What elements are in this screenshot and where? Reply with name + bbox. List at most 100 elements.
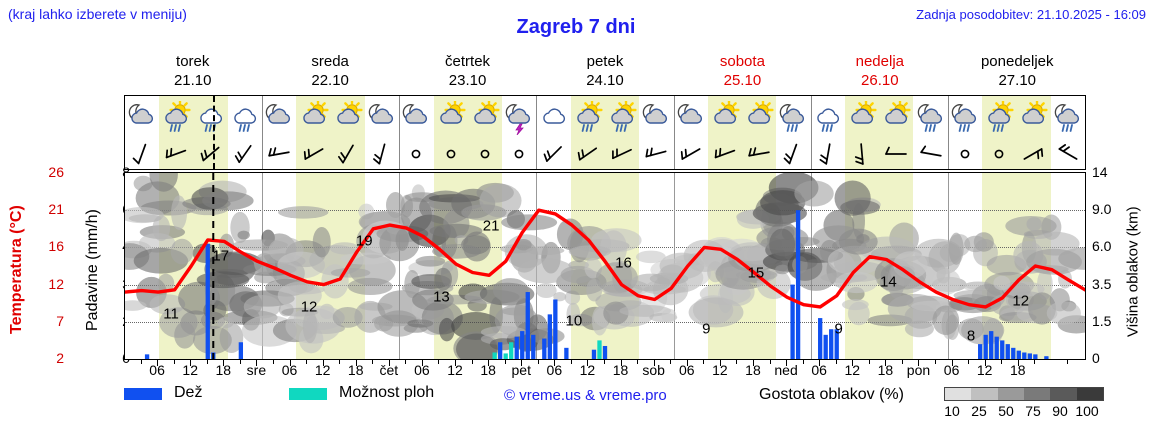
cloud-blob [795, 259, 837, 291]
weather-icon-night-cloudy [399, 98, 433, 138]
page-title: Zagreb 7 dni [516, 16, 636, 38]
temperature-tick-4: 7 [56, 312, 64, 329]
x-minor-tick [901, 360, 903, 364]
wind-barb [502, 140, 536, 168]
day-header-sreda: sreda 22.10 [261, 52, 398, 92]
wind-barb [605, 140, 639, 168]
x-tick [554, 360, 556, 366]
cloud-blob [278, 206, 329, 219]
cloud-density-step-50 [997, 388, 1024, 400]
weather-icon-sun-cloud-rain [159, 98, 193, 138]
weather-icon-sun-cloud [331, 98, 365, 138]
cloud-blob [219, 233, 235, 258]
cloud-density-legend-label: Gostota oblakov (%) [759, 386, 904, 403]
day-gridline [399, 173, 401, 359]
x-axis-ticks [124, 360, 1086, 370]
cloud-blob [330, 267, 371, 278]
wind-barb [1051, 140, 1085, 168]
wind-barb [948, 140, 982, 168]
x-tick [918, 360, 920, 366]
temperature-tick-5: 2 [56, 350, 64, 366]
day-name: nedelja [855, 53, 905, 70]
copyright-link[interactable]: © vreme.us & vreme.pro [504, 387, 667, 404]
x-minor-tick [537, 360, 539, 364]
weather-icon-sun-cloud-rain [605, 98, 639, 138]
precipitation-bar-rain [514, 336, 519, 359]
cloud-blob [125, 300, 147, 311]
showers-legend-label: Možnost ploh [339, 384, 435, 401]
precipitation-bar-rain [1022, 352, 1027, 359]
precipitation-bar-rain [978, 344, 983, 359]
x-tick [355, 360, 357, 366]
x-tick [852, 360, 854, 366]
cloud-blob [661, 308, 677, 323]
precipitation-bar-rain [498, 342, 503, 359]
cloud-blob [603, 301, 629, 325]
precipitation-bar-showers [492, 352, 497, 359]
temperature-label: 8 [966, 327, 976, 345]
precipitation-bar-rain [1027, 353, 1032, 359]
x-minor-tick [1001, 360, 1003, 364]
day-date: 26.10 [861, 72, 899, 89]
precipitation-bar-rain [795, 210, 801, 359]
temperature-label: 15 [747, 264, 765, 282]
wind-barb [536, 140, 570, 168]
cloud-blob [174, 321, 196, 349]
temperature-tick-2: 16 [48, 238, 64, 255]
cloud-blob [760, 190, 806, 216]
weather-icon-night-cloud-rain [948, 98, 982, 138]
precipitation-bar-rain [547, 314, 552, 359]
cloud-blob [619, 304, 672, 317]
x-tick [620, 360, 622, 366]
day-name: petek [586, 53, 624, 70]
day-date: 23.10 [448, 72, 487, 89]
x-tick [653, 360, 655, 366]
day-name: sobota [719, 53, 765, 70]
weather-icon-night-cloudy [365, 98, 399, 138]
cloud-blob [730, 242, 774, 262]
precipitation-bar-rain [564, 347, 569, 359]
x-minor-tick [604, 360, 605, 364]
precipitation-bar-rain [520, 331, 525, 359]
x-axis-label: 12 [447, 362, 463, 378]
x-axis-label: 12 [182, 362, 198, 378]
cloud-blob [329, 242, 360, 255]
cloud-blob [993, 275, 1011, 291]
precipitation-bar-rain [602, 345, 608, 359]
cloud-blob [202, 191, 254, 211]
cloud-blob [192, 325, 232, 355]
day-name: ponedeljek [980, 53, 1054, 70]
x-tick [521, 360, 523, 366]
x-minor-tick [802, 360, 804, 364]
temperature-label: 13 [433, 288, 450, 306]
day-name: sreda [311, 53, 349, 70]
x-axis-label: 18 [612, 362, 629, 378]
precipitation-bar-rain [525, 292, 530, 359]
cloud-blob [171, 195, 188, 231]
cloud-blob [347, 277, 393, 295]
cloud-blob [285, 308, 342, 344]
x-tick [951, 360, 953, 366]
weather-icon-sun-cloud-rain [571, 98, 605, 138]
x-minor-tick [339, 360, 341, 364]
x-minor-tick [703, 360, 705, 364]
wind-barb [708, 140, 742, 168]
day-header-sobota: sobota 25.10 [674, 52, 811, 92]
x-axis-label: sre [246, 362, 267, 378]
cloud-blob [948, 232, 964, 265]
day-separator [810, 96, 812, 169]
precipitation-bar-rain [1000, 340, 1005, 359]
x-minor-tick [239, 360, 241, 364]
day-separator [262, 96, 264, 169]
precipitation-bar-rain [829, 329, 834, 359]
x-axis-label: 18 [745, 362, 761, 378]
chart-legend: Dež Možnost ploh © vreme.us & vreme.pro … [124, 384, 1144, 426]
daylight-band [193, 96, 228, 169]
cloud-blob [630, 273, 671, 292]
day-date: 21.10 [173, 72, 212, 89]
weather-icon-cloud [536, 98, 570, 138]
x-axis-label: 12 [976, 362, 993, 378]
temperature-label: 16 [615, 254, 632, 272]
day-header-ponedeljek: ponedeljek 27.10 [949, 52, 1086, 92]
wind-barb [913, 140, 947, 168]
